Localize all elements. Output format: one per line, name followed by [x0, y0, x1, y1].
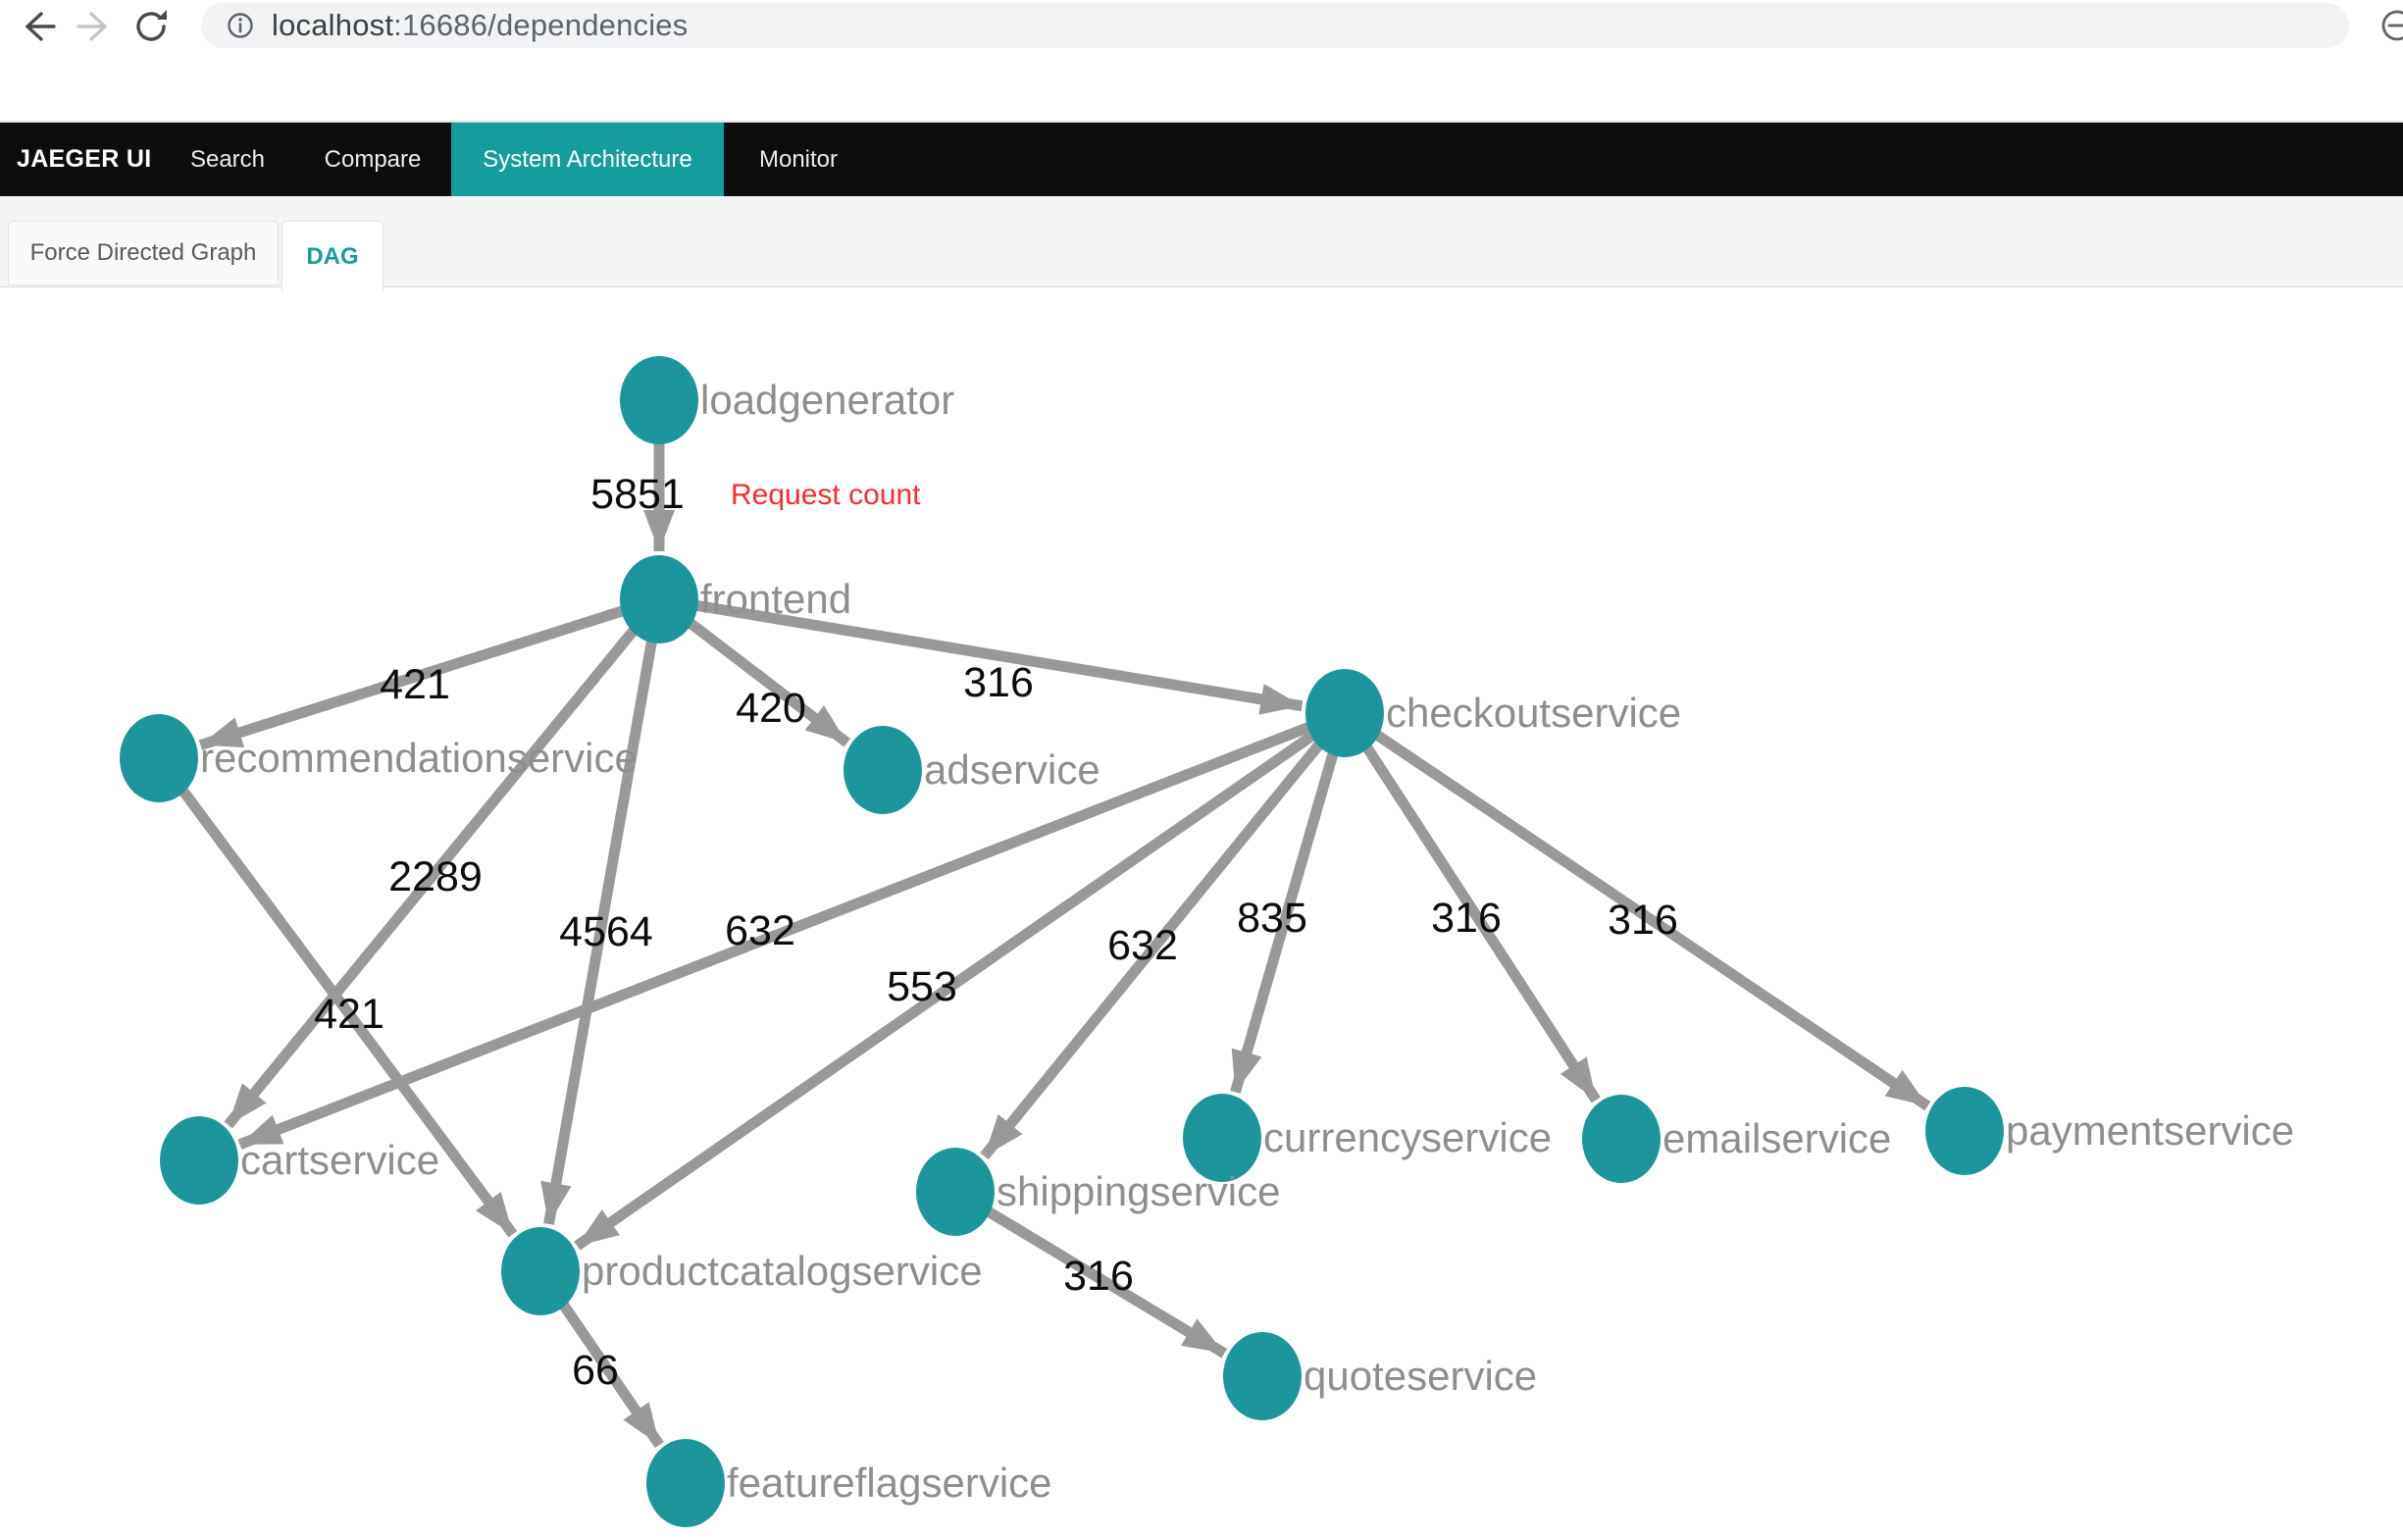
service-node-frontend: [620, 555, 698, 643]
edge-count-checkoutservice-to-shippingservice: 632: [1107, 922, 1178, 969]
edge-count-frontend-to-productcatalogservice: 4564: [559, 908, 653, 955]
edge-count-recommendationservice-to-productcatalogservice: 421: [314, 991, 384, 1038]
edge-count-loadgenerator-to-frontend: 5851: [590, 471, 685, 518]
edge-frontend-to-recommendationservice: [198, 593, 661, 750]
nav-item-compare[interactable]: Compare: [324, 123, 422, 196]
service-label-checkoutservice: checkoutservice: [1386, 690, 1681, 736]
nav-item-system-architecture[interactable]: System Architecture: [451, 123, 724, 196]
edge-frontend-to-checkoutservice: [658, 593, 1304, 715]
edge-frontend-to-cartservice: [224, 595, 664, 1129]
url-path: :16686/dependencies: [393, 8, 689, 42]
service-label-featureflagservice: featureflagservice: [727, 1460, 1052, 1506]
service-node-emailservice: [1582, 1095, 1661, 1183]
service-label-emailservice: emailservice: [1662, 1115, 1891, 1161]
reload-icon: [136, 10, 167, 41]
edge-count-checkoutservice-to-productcatalogservice: 553: [887, 963, 957, 1010]
info-icon[interactable]: [225, 10, 256, 41]
service-label-shippingservice: shippingservice: [997, 1168, 1281, 1214]
service-label-recommendationservice: recommendationservice: [200, 735, 638, 781]
request-count-annotation: Request count: [731, 479, 921, 511]
service-node-currencyservice: [1183, 1094, 1261, 1182]
edge-count-frontend-to-recommendationservice: 421: [380, 661, 450, 708]
browser-extension-icon[interactable]: [2377, 5, 2403, 48]
service-label-productcatalogservice: productcatalogservice: [582, 1248, 983, 1294]
service-node-cartservice: [160, 1116, 238, 1205]
browser-reload-button[interactable]: [131, 6, 171, 45]
url-host: localhost: [272, 8, 394, 42]
url-text[interactable]: localhost:16686/dependencies: [272, 8, 688, 43]
top-navbar: JAEGER UI Search Compare System Architec…: [0, 123, 2403, 196]
back-arrow-icon: [26, 12, 56, 41]
edge-shippingservice-to-quoteservice: [952, 1187, 1228, 1359]
edge-checkoutservice-to-currencyservice: [1230, 711, 1351, 1094]
service-node-productcatalogservice: [501, 1227, 580, 1315]
edge-count-checkoutservice-to-paymentservice: 316: [1608, 897, 1678, 944]
tab-force-directed-graph[interactable]: Force Directed Graph: [8, 221, 279, 285]
edge-recommendationservice-to-productcatalogservice: [154, 754, 518, 1238]
service-label-adservice: adservice: [924, 746, 1100, 793]
browser-back-button[interactable]: [18, 6, 57, 45]
nav-item-search[interactable]: Search: [188, 123, 267, 196]
service-label-quoteservice: quoteservice: [1304, 1353, 1537, 1399]
tab-dag[interactable]: DAG: [281, 221, 383, 292]
service-label-cartservice: cartservice: [240, 1137, 439, 1183]
service-node-featureflagservice: [646, 1439, 725, 1527]
edge-count-frontend-to-checkoutservice: 316: [963, 659, 1034, 706]
service-node-checkoutservice: [1305, 669, 1384, 757]
edge-count-frontend-to-adservice: 420: [736, 685, 806, 732]
edge-checkoutservice-to-emailservice: [1340, 710, 1601, 1104]
service-node-paymentservice: [1925, 1087, 2004, 1175]
edge-count-checkoutservice-to-currencyservice: 835: [1237, 895, 1307, 942]
view-tabstrip: Force Directed Graph DAG: [0, 196, 2403, 292]
service-label-frontend: frontend: [700, 576, 851, 622]
edge-count-checkoutservice-to-cartservice: 632: [725, 907, 795, 954]
jaeger-logo[interactable]: JAEGER UI: [17, 145, 152, 173]
nav-item-monitor[interactable]: Monitor: [759, 123, 838, 196]
edge-frontend-to-productcatalogservice: [540, 598, 665, 1225]
edge-checkoutservice-to-cartservice: [237, 707, 1348, 1150]
forward-arrow-icon: [77, 12, 107, 41]
edge-checkoutservice-to-productcatalogservice: [574, 708, 1349, 1251]
service-node-recommendationservice: [120, 714, 198, 802]
address-bar[interactable]: localhost:16686/dependencies: [201, 3, 2349, 48]
edge-checkoutservice-to-paymentservice: [1341, 708, 1931, 1111]
service-label-loadgenerator: loadgenerator: [700, 377, 954, 423]
service-label-currencyservice: currencyservice: [1263, 1114, 1552, 1160]
browser-forward-button[interactable]: [76, 6, 115, 45]
edge-count-frontend-to-cartservice: 2289: [388, 853, 483, 900]
service-node-loadgenerator: [620, 356, 698, 444]
service-label-paymentservice: paymentservice: [2006, 1107, 2294, 1154]
edge-count-checkoutservice-to-emailservice: 316: [1431, 895, 1502, 942]
edge-count-shippingservice-to-quoteservice: 316: [1063, 1253, 1134, 1300]
browser-chrome: localhost:16686/dependencies: [0, 0, 2403, 123]
edge-checkoutservice-to-shippingservice: [980, 709, 1350, 1160]
service-node-adservice: [844, 726, 922, 814]
service-node-shippingservice: [916, 1148, 995, 1236]
edge-count-productcatalogservice-to-featureflagservice: 66: [572, 1347, 619, 1394]
service-node-quoteservice: [1223, 1332, 1302, 1420]
